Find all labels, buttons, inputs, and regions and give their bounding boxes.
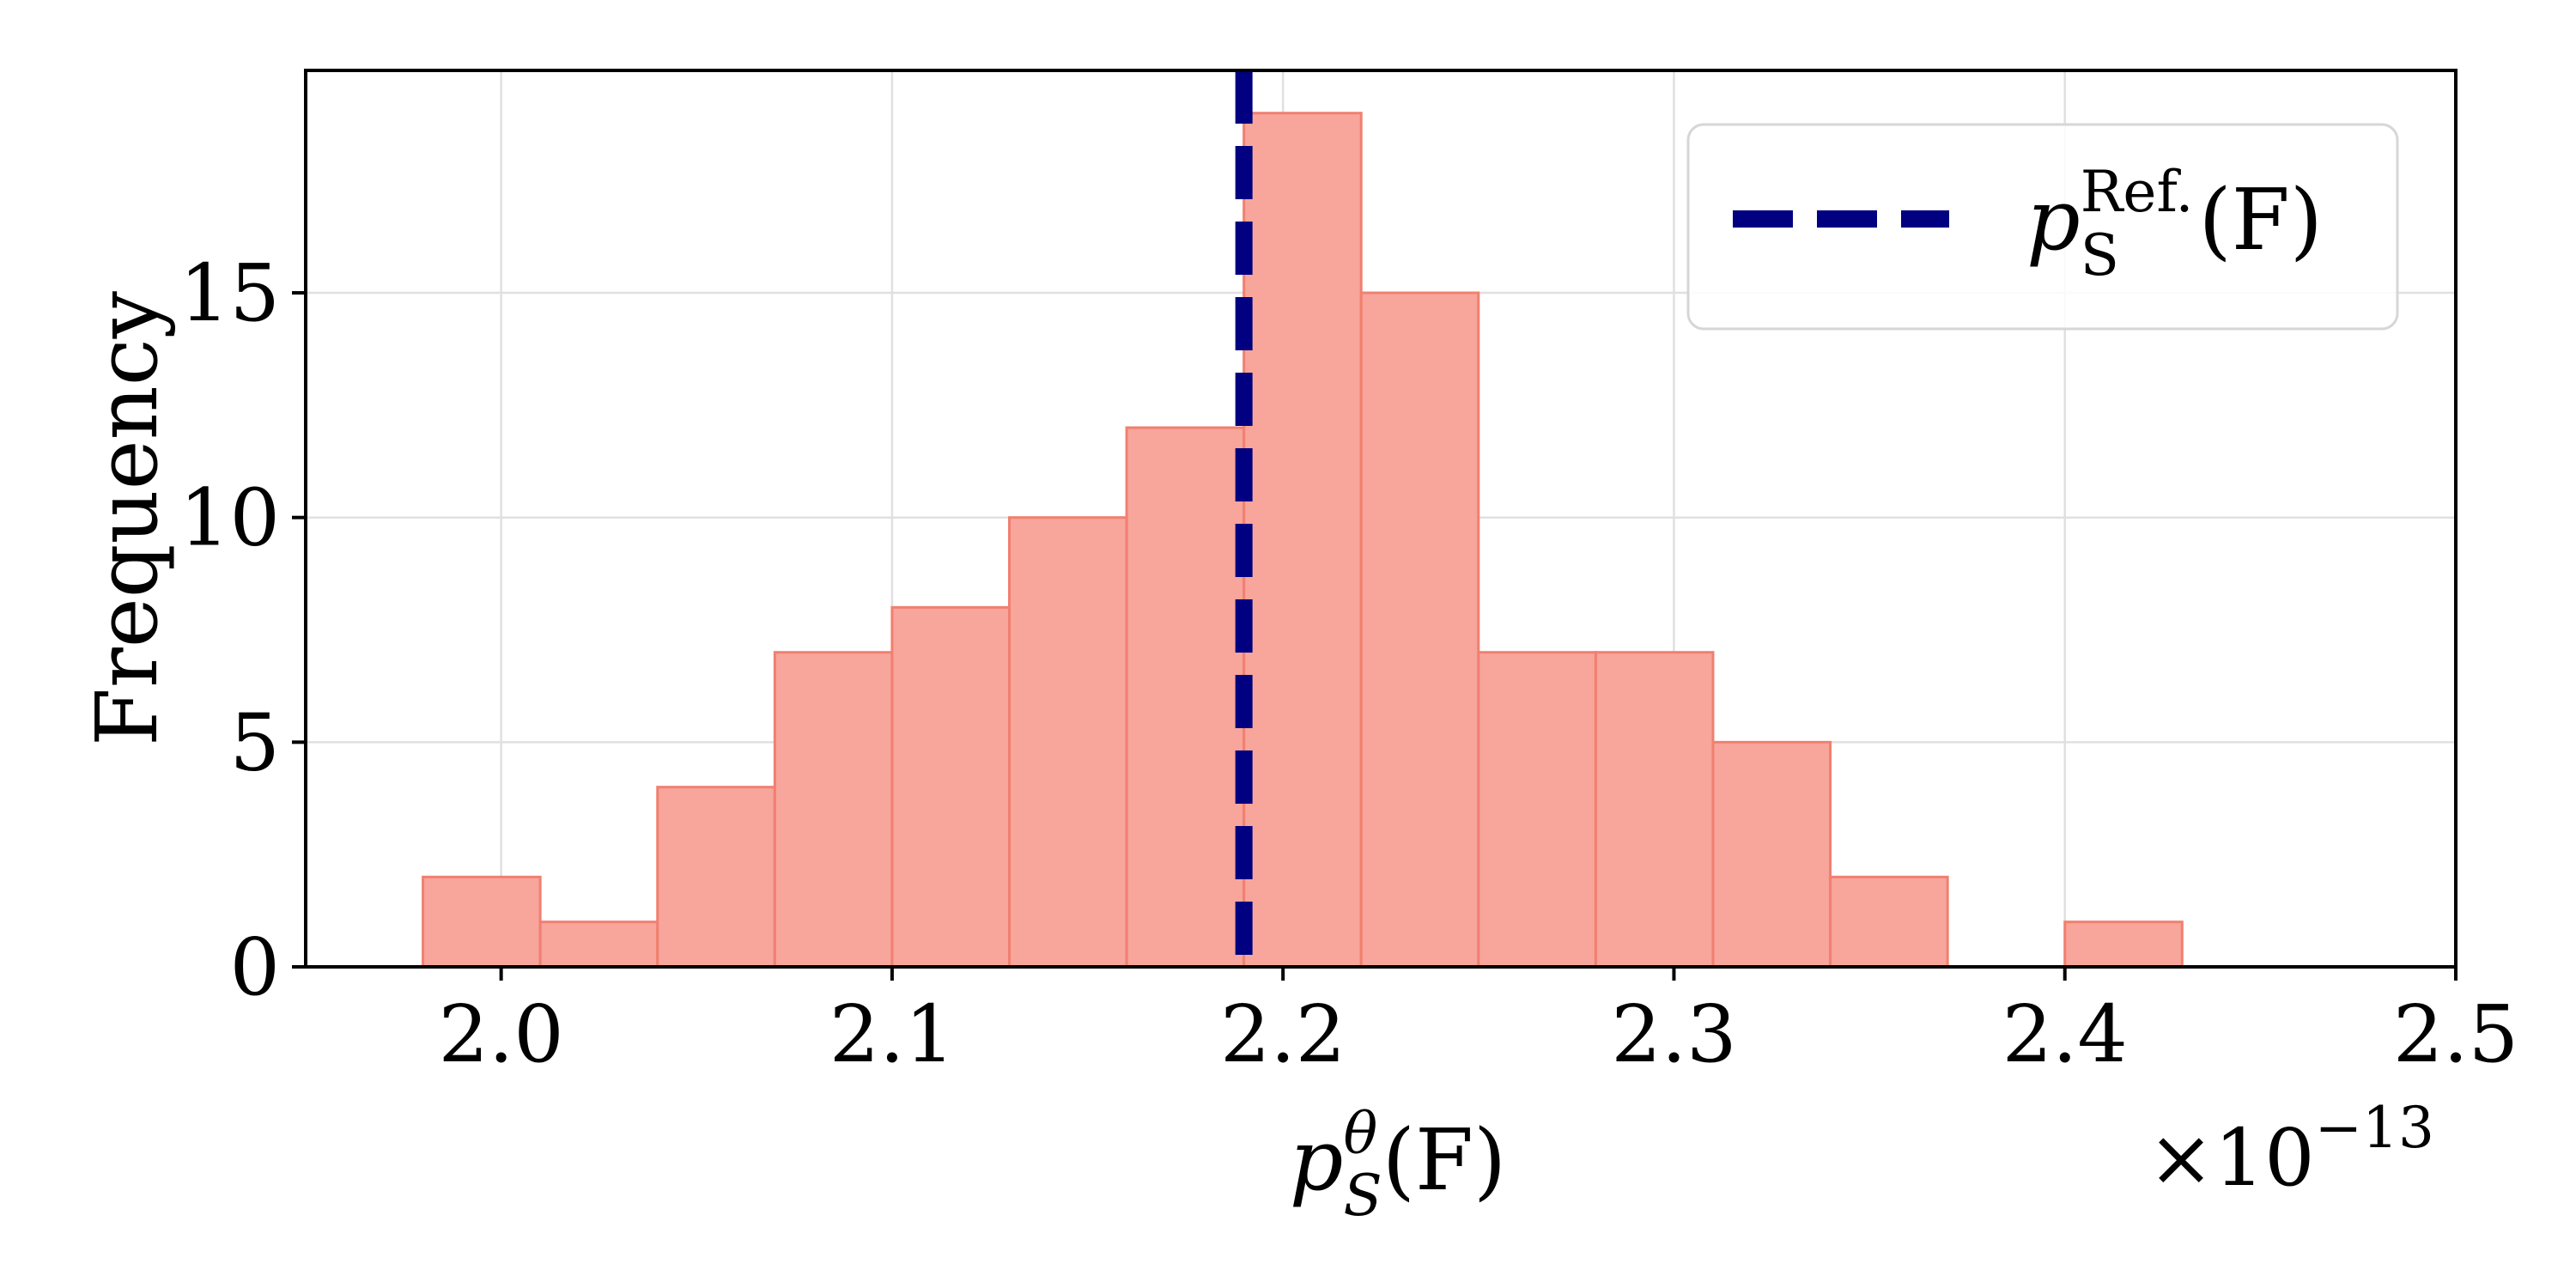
histogram-bar — [1711, 740, 1832, 969]
histogram-bar — [422, 875, 542, 969]
histogram-bar — [890, 605, 1011, 969]
y-tick-label: 0 — [229, 921, 280, 1013]
histogram-bar — [1242, 112, 1363, 969]
legend-label-sup: Ref. — [2081, 159, 2194, 225]
legend-label: pRef. S (F) — [2026, 159, 2323, 289]
axis-offset-exponent: −13 — [2315, 1095, 2434, 1161]
y-tick-label: 10 — [179, 472, 280, 564]
ticks-layer: 2.0 2.1 2.2 2.3 2.4 2.5 0 5 10 15 — [179, 247, 2518, 1080]
x-axis-label-tail: (F) — [1382, 1112, 1506, 1210]
legend-label-sub: S — [2081, 222, 2119, 289]
x-tick-label: 2.5 — [2393, 988, 2518, 1080]
histogram-bar — [1594, 651, 1715, 969]
x-axis-label-sup: θ — [1344, 1101, 1378, 1167]
x-tick-label: 2.2 — [1220, 988, 1346, 1080]
x-axis-label-sub: S — [1344, 1163, 1382, 1229]
y-tick-label: 5 — [229, 696, 280, 788]
legend-label-tail: (F) — [2199, 172, 2323, 270]
y-tick-label: 15 — [179, 247, 280, 339]
axis-offset-main: ×10 — [2148, 1112, 2315, 1204]
legend-box — [1686, 123, 2399, 331]
x-tick-label: 2.1 — [829, 988, 955, 1080]
x-tick-label: 2.4 — [2002, 988, 2128, 1080]
histogram-bar — [1477, 651, 1597, 969]
histogram-bar — [538, 920, 659, 969]
legend: pRef. S (F) — [1686, 123, 2399, 331]
histogram-bar — [1125, 426, 1246, 969]
histogram-bar — [656, 786, 776, 969]
x-axis-label: pθ S(F) — [1290, 1101, 1506, 1229]
x-tick-label: 2.0 — [438, 988, 563, 1080]
bars-layer — [422, 112, 2184, 969]
histogram-bar — [2063, 920, 2184, 969]
x-tick-label: 2.3 — [1611, 988, 1736, 1080]
axis-offset-text: ×10−13 — [2148, 1095, 2434, 1204]
x-axis-label-main: p — [1290, 1112, 1344, 1210]
histogram-bar — [773, 651, 894, 969]
histogram-bar — [1007, 516, 1128, 969]
y-axis-label: Frequency — [79, 290, 177, 746]
histogram-bar — [1829, 875, 1949, 969]
histogram-bar — [1359, 291, 1480, 969]
legend-label-main: p — [2026, 172, 2081, 270]
